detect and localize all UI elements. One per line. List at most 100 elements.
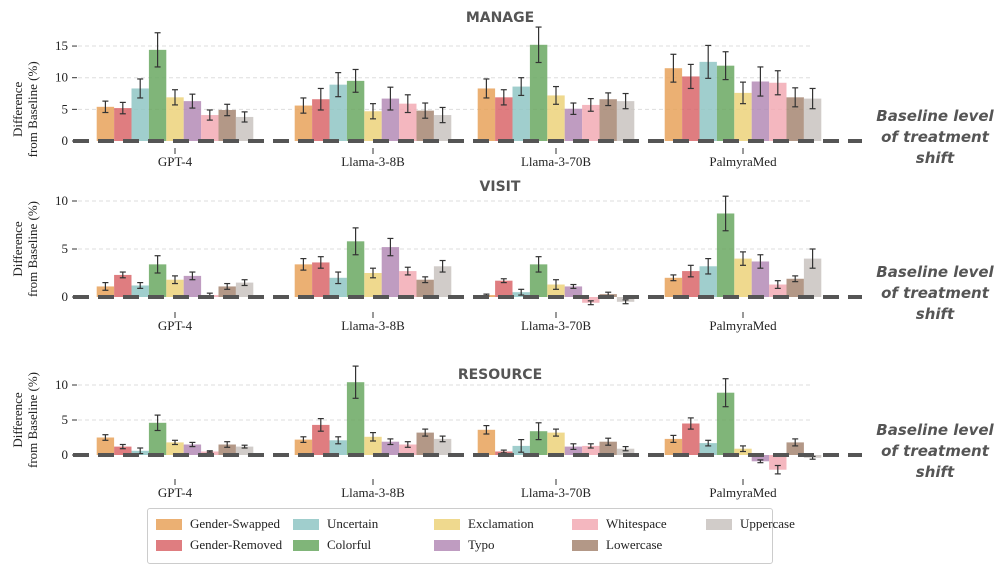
legend-swatch <box>156 518 182 530</box>
bar-colorful <box>148 264 167 297</box>
bar-exclamation <box>364 273 382 297</box>
legend-swatch <box>572 518 598 530</box>
legend-item: Gender-Removed <box>156 537 282 553</box>
legend-item: Exclamation <box>434 516 534 532</box>
bar-lowercase <box>416 432 434 455</box>
legend-swatch <box>293 518 319 530</box>
bar-gender-swapped <box>664 438 683 455</box>
bar-uppercase <box>803 98 822 141</box>
bar-whitespace <box>769 82 787 141</box>
legend-swatch <box>434 539 460 551</box>
bar-gender-swapped <box>294 264 313 297</box>
bar-typo <box>564 446 583 455</box>
x-tick-label: Llama-3-8B <box>341 485 405 500</box>
bar-lowercase <box>218 109 236 141</box>
bar-colorful <box>716 213 735 297</box>
y-axis-label: Differencefrom Baseline (%) <box>10 372 40 468</box>
bar-gender-removed <box>114 446 132 455</box>
bar-uncertain <box>131 285 149 297</box>
legend-swatch <box>572 539 598 551</box>
bar-uncertain <box>329 84 347 141</box>
x-tick-label: GPT-4 <box>158 485 193 500</box>
x-tick-label: Llama-3-8B <box>341 154 405 169</box>
bar-gender-swapped <box>96 106 115 141</box>
bar-gender-swapped <box>664 68 683 141</box>
bar-whitespace <box>582 297 600 303</box>
bar-exclamation <box>166 279 184 297</box>
x-tick-label: Llama-3-70B <box>521 318 591 333</box>
y-tick-label: 0 <box>62 447 69 462</box>
bar-gender-removed <box>682 423 700 455</box>
bar-gender-removed <box>114 274 132 297</box>
bar-gender-removed <box>495 280 513 297</box>
legend-item: Lowercase <box>572 537 662 553</box>
bar-gender-removed <box>312 424 330 455</box>
bar-uppercase <box>235 282 254 297</box>
bar-uncertain <box>329 277 347 297</box>
x-tick-label: Llama-3-70B <box>521 154 591 169</box>
bar-uncertain <box>699 443 717 455</box>
bar-colorful <box>346 241 365 297</box>
legend-item: Uppercase <box>706 516 795 532</box>
bar-whitespace <box>399 271 417 297</box>
bar-typo <box>381 98 400 141</box>
bar-exclamation <box>547 95 565 141</box>
legend-swatch <box>434 518 460 530</box>
bar-colorful <box>148 49 167 141</box>
panel-title: MANAGE <box>466 10 534 26</box>
bar-uncertain <box>131 88 149 141</box>
bar-typo <box>751 81 770 141</box>
bar-uncertain <box>699 61 717 141</box>
bar-uppercase <box>433 266 452 297</box>
y-tick-label: 0 <box>62 289 69 304</box>
legend-label: Uppercase <box>740 516 795 531</box>
bar-exclamation <box>166 97 184 141</box>
bar-colorful <box>716 65 735 141</box>
legend-swatch <box>293 539 319 551</box>
bar-uppercase <box>433 438 452 455</box>
legend-item: Uncertain <box>293 516 378 532</box>
bar-gender-swapped <box>96 437 115 455</box>
bar-whitespace <box>769 284 787 297</box>
legend-item: Typo <box>434 537 495 553</box>
x-tick-label: PalmyraMed <box>709 485 777 500</box>
legend-label: Whitespace <box>606 516 667 531</box>
bar-gender-swapped <box>477 429 496 455</box>
bar-exclamation <box>364 436 382 455</box>
bar-uppercase <box>433 115 452 141</box>
legend-item: Whitespace <box>572 516 667 532</box>
bar-lowercase <box>218 444 236 455</box>
panel-title: RESOURCE <box>458 367 542 383</box>
legend-label: Exclamation <box>468 516 534 531</box>
bar-whitespace <box>201 115 219 141</box>
legend-label: Gender-Removed <box>190 537 283 552</box>
bar-gender-removed <box>114 108 132 141</box>
bar-uncertain <box>699 266 717 297</box>
bar-lowercase <box>786 442 804 455</box>
bar-uppercase <box>803 258 822 297</box>
legend-label: Typo <box>468 537 495 552</box>
x-tick-label: PalmyraMed <box>709 154 777 169</box>
bar-whitespace <box>582 104 600 141</box>
bar-exclamation <box>734 92 752 141</box>
x-tick-label: Llama-3-70B <box>521 485 591 500</box>
bar-typo <box>564 108 583 141</box>
legend-swatch <box>156 539 182 551</box>
bar-gender-swapped <box>664 277 683 297</box>
bar-gender-swapped <box>294 105 313 141</box>
bar-typo <box>183 444 202 455</box>
bar-colorful <box>529 264 548 297</box>
bar-colorful <box>529 431 548 455</box>
bar-lowercase <box>416 279 434 297</box>
bar-uppercase <box>616 448 635 455</box>
bar-uppercase <box>616 101 635 141</box>
y-tick-label: 5 <box>62 101 69 116</box>
y-tick-label: 5 <box>62 412 69 427</box>
bar-typo <box>564 286 583 297</box>
bar-exclamation <box>364 111 382 141</box>
bar-exclamation <box>166 442 184 455</box>
bar-uncertain <box>512 86 530 141</box>
panel-title: VISIT <box>480 179 521 195</box>
x-tick-label: GPT-4 <box>158 318 193 333</box>
